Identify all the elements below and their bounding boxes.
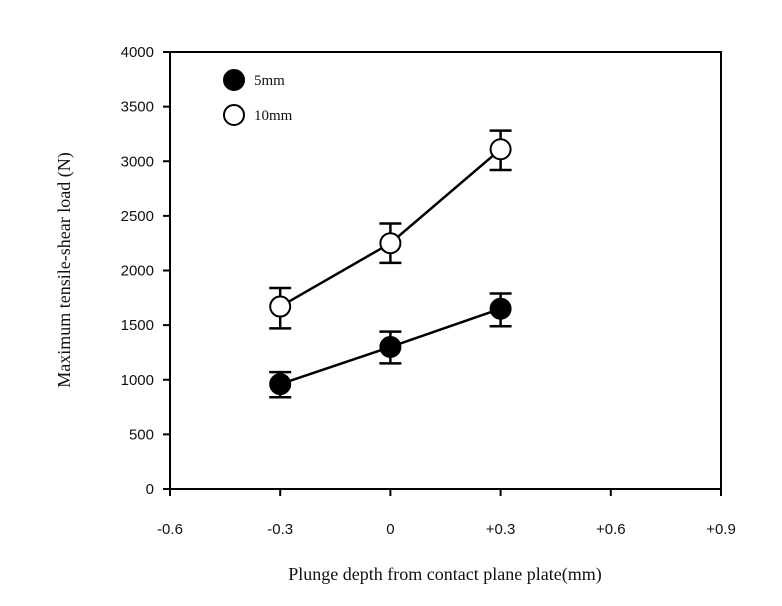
series-layer	[269, 129, 512, 399]
legend-label: 10mm	[254, 108, 293, 124]
data-point	[379, 335, 402, 358]
x-tick-label: -0.3	[267, 521, 293, 538]
y-tick-label: 3000	[121, 153, 154, 170]
y-tick-label: 2500	[121, 208, 154, 225]
data-point	[489, 297, 512, 320]
y-tick-label: 1000	[121, 372, 154, 389]
data-point	[269, 295, 292, 318]
y-tick-label: 0	[146, 481, 154, 498]
x-tick-label: +0.9	[706, 521, 736, 538]
legend-marker	[223, 104, 245, 126]
y-tick-label: 3500	[121, 99, 154, 116]
x-axis: -0.6 -0.3 0 +0.3 +0.6 +0.9	[157, 489, 736, 538]
x-tick-label: -0.6	[157, 521, 183, 538]
data-point	[269, 373, 292, 396]
x-tick-label: 0	[386, 521, 394, 538]
series-10mm	[269, 129, 512, 330]
y-tick-label: 500	[129, 426, 154, 443]
y-axis: 0 500 1000 1500 2000 2500 3000 3500 4000	[121, 44, 170, 498]
legend: 5mm 10mm	[223, 69, 293, 126]
x-tick-label: +0.6	[596, 521, 626, 538]
x-tick-label: +0.3	[486, 521, 516, 538]
plot-frame	[169, 51, 722, 490]
data-point	[379, 232, 402, 255]
y-tick-label: 2000	[121, 263, 154, 280]
x-axis-title: Plunge depth from contact plane plate(mm…	[288, 564, 601, 585]
legend-label: 5mm	[254, 73, 285, 89]
series-5mm	[269, 292, 512, 399]
legend-marker	[223, 69, 245, 91]
y-axis-title: Maximum tensile-shear load (N)	[54, 152, 75, 387]
data-point	[489, 138, 512, 161]
y-tick-label: 4000	[121, 44, 154, 61]
y-tick-label: 1500	[121, 317, 154, 334]
